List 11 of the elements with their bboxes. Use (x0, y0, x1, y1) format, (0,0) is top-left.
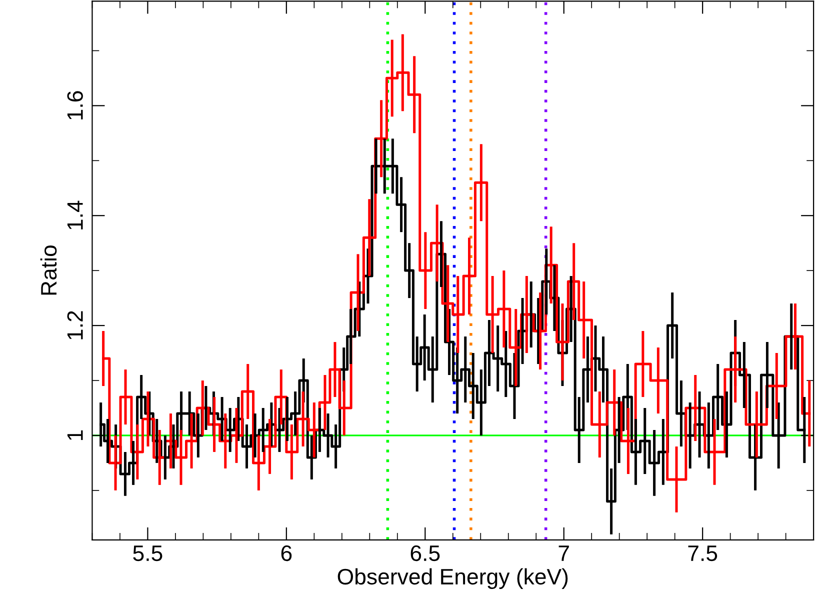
x-tick-label: 6.5 (410, 545, 440, 562)
x-tick-label: 5.5 (133, 546, 162, 562)
x-tick-label: 7 (558, 546, 569, 561)
x-axis-title: Observed Energy (keV) (338, 568, 568, 589)
x-tick-label: 7.5 (688, 546, 718, 562)
y-axis-title: Ratio (40, 246, 57, 295)
y-tick-label: 1.6 (67, 91, 83, 120)
y-tick-label: 1.2 (67, 311, 83, 340)
y-tick-label: 1.4 (67, 200, 83, 230)
x-tick-label: 6 (281, 545, 292, 562)
y-tick-label: 1 (67, 430, 83, 440)
